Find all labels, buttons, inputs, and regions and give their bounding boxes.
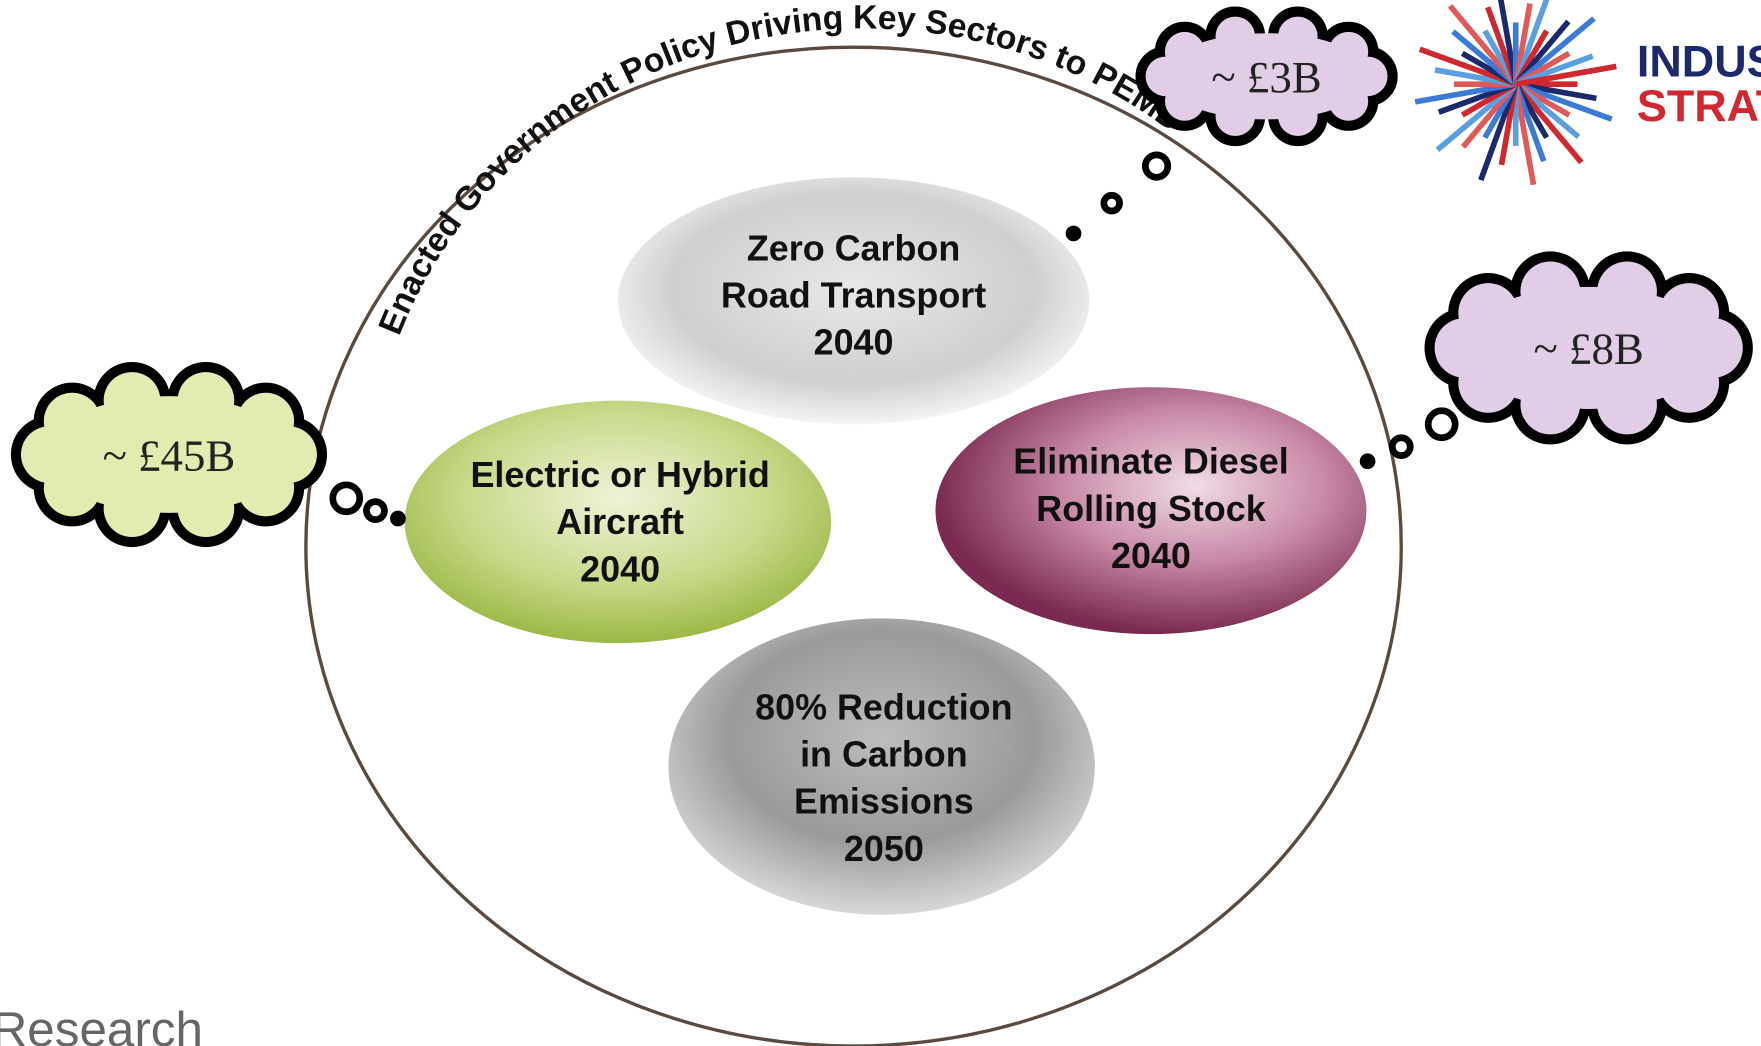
burst-ray [1435, 82, 1518, 152]
node-line: 2040 [814, 322, 894, 363]
policy-circle [304, 45, 1403, 1046]
burst-ray [1514, 81, 1613, 122]
road-ellipse [617, 177, 1090, 425]
node-line: Rolling Stock [1036, 488, 1265, 529]
node-label: Electric or Hybrid Aircraft 2040 [470, 454, 769, 589]
cloud-core [44, 396, 293, 513]
emissions-ellipse [668, 618, 1095, 915]
bubble-dots [329, 151, 1459, 527]
node-line: Aircraft [556, 501, 684, 542]
logo-burst [1414, 0, 1617, 186]
node-line: 2040 [580, 548, 660, 589]
burst-ray [1478, 83, 1519, 182]
burst-ray [1447, 4, 1518, 86]
node-line: Eliminate Diesel [1013, 441, 1288, 482]
node-line: Emissions [794, 781, 974, 822]
node-line: Road Transport [721, 275, 986, 316]
cloud: ~ £45B [10, 361, 328, 548]
node-line: in Carbon [800, 734, 968, 775]
node-line: 2040 [1111, 535, 1191, 576]
node-label: Eliminate Diesel Rolling Stock 2040 [1013, 441, 1288, 576]
burst-ray [1515, 63, 1617, 87]
node-line: 80% Reduction [755, 686, 1012, 727]
burst-ray [1513, 0, 1550, 86]
cloud-core [1161, 33, 1372, 120]
logo-line2: STRAT [1637, 80, 1761, 131]
node-line: 2050 [844, 828, 924, 869]
cloud-label: ~ £3B [1211, 52, 1321, 102]
cloud-core [1459, 286, 1718, 409]
burst-ray [1498, 0, 1519, 85]
burst-ray [1418, 46, 1517, 87]
burst-ray [1512, 83, 1537, 186]
burst-ray [1414, 81, 1517, 105]
node-label: Zero Carbon Road Transport 2040 [721, 227, 986, 362]
node-line: Electric or Hybrid [470, 454, 769, 495]
footer-text: Research [0, 1002, 203, 1046]
burst-ray [1513, 82, 1584, 165]
aircraft-ellipse [404, 400, 832, 644]
cloud: ~ £8B [1424, 251, 1753, 445]
cloud-label: ~ £8B [1534, 324, 1644, 374]
node-line: Zero Carbon [747, 227, 960, 268]
cloud: ~ £3B [1135, 6, 1398, 147]
node-label: 80% Reduction in Carbon Emissions 2050 [755, 686, 1012, 868]
rail-ellipse [935, 387, 1367, 635]
cloud-label: ~ £45B [103, 430, 236, 480]
burst-ray [1513, 16, 1596, 87]
